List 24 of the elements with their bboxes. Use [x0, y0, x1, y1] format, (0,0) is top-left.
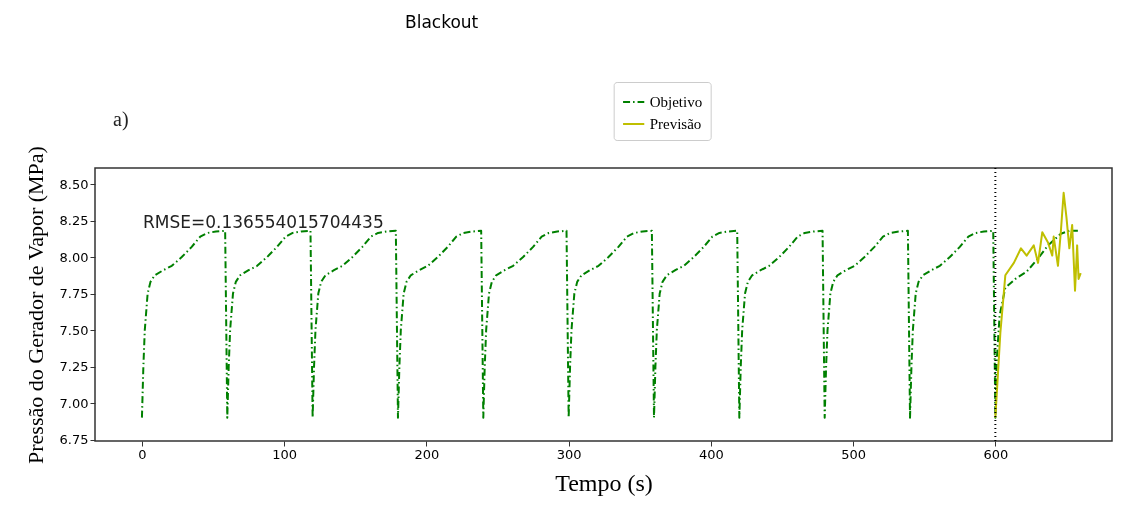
y-tick-label: 8.50 [59, 176, 89, 192]
text: a) [113, 108, 129, 131]
y-tick-label: 7.75 [59, 286, 89, 302]
legend-label: Objetivo [649, 94, 703, 110]
x-tick-label: 300 [556, 446, 582, 462]
line-series [994, 191, 1082, 419]
annotation: RMSE=0.136554015704435 [143, 212, 384, 232]
x-tick-label: 600 [983, 446, 1009, 462]
y-axis-title: Pressão do Gerador de Vapor (MPa) [22, 146, 48, 464]
x-tick-label: 500 [841, 446, 867, 462]
x-tick-label: 200 [414, 446, 440, 462]
x-tick-label: 100 [272, 446, 298, 462]
y-tick-label: 8.25 [59, 213, 89, 229]
x-axis-title: Tempo (s) [555, 469, 653, 496]
y-tick-label: 7.00 [59, 395, 89, 411]
y-tick-label: 8.00 [59, 249, 89, 265]
chart-title: Blackout [405, 12, 479, 32]
y-tick-label: 7.25 [59, 359, 89, 375]
legend-label: Previsão [649, 116, 702, 132]
x-tick-label: 400 [698, 446, 724, 462]
line-series [140, 229, 1079, 419]
y-tick-label: 7.50 [59, 322, 89, 338]
y-tick-label: 6.75 [59, 432, 89, 448]
x-tick-label: 0 [138, 446, 147, 462]
